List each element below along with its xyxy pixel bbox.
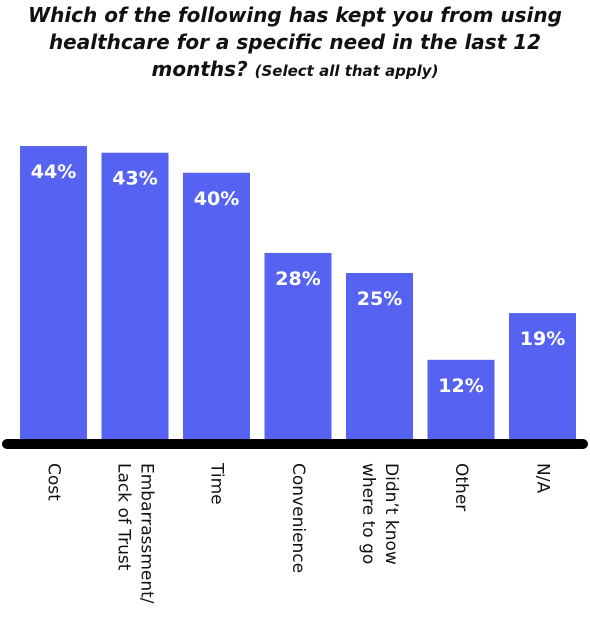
- category-label-embarrassment-lack-of-trust: Embarrassment/Lack of Trust: [114, 463, 157, 604]
- category-label-line-didn-t-know-where-to-go-1: Didn’t know: [381, 463, 401, 565]
- chart-subtitle: (Select all that apply): [254, 62, 439, 80]
- data-label-convenience: 28%: [275, 268, 320, 290]
- bar-convenience: [264, 252, 332, 440]
- category-label-line-convenience-1: Convenience: [288, 463, 308, 573]
- category-label-cost: Cost: [44, 463, 64, 501]
- chart-title-line-3: months? (Select all that apply): [0, 56, 590, 85]
- data-label-time: 40%: [194, 188, 239, 210]
- data-label-other: 12%: [438, 375, 483, 397]
- bar-n-a: [509, 313, 576, 440]
- category-label-convenience: Convenience: [288, 463, 308, 573]
- category-label-line-time-1: Time: [207, 462, 227, 505]
- bar-embarrassment-lack-of-trust: [101, 152, 169, 441]
- category-label-line-didn-t-know-where-to-go-2: where to go: [358, 463, 378, 564]
- chart-title: Which of the following has kept you from…: [0, 2, 590, 85]
- category-label-time: Time: [207, 462, 227, 505]
- chart-title-line-3-text: months?: [151, 57, 248, 81]
- category-label-line-cost-1: Cost: [44, 463, 64, 501]
- bar-cost: [20, 146, 87, 441]
- category-label-line-other-1: Other: [451, 463, 471, 511]
- x-axis-baseline: [2, 439, 588, 449]
- category-label-line-embarrassment-lack-of-trust-1: Embarrassment/: [137, 463, 157, 604]
- data-label-n-a: 19%: [520, 328, 565, 350]
- bar-time: [183, 172, 250, 440]
- category-label-line-n-a-1: N/A: [533, 463, 553, 493]
- data-label-didn-t-know-where-to-go: 25%: [357, 288, 402, 310]
- category-label-other: Other: [451, 463, 471, 511]
- data-label-embarrassment-lack-of-trust: 43%: [112, 168, 157, 190]
- chart-title-line-2: healthcare for a specific need in the la…: [48, 30, 542, 54]
- bar-other: [427, 359, 495, 440]
- data-label-cost: 44%: [31, 161, 76, 183]
- bar-didn-t-know-where-to-go: [346, 272, 413, 440]
- category-label-n-a: N/A: [533, 463, 553, 493]
- chart-title-line-1: Which of the following has kept you from…: [28, 3, 562, 27]
- category-label-line-embarrassment-lack-of-trust-2: Lack of Trust: [114, 463, 134, 571]
